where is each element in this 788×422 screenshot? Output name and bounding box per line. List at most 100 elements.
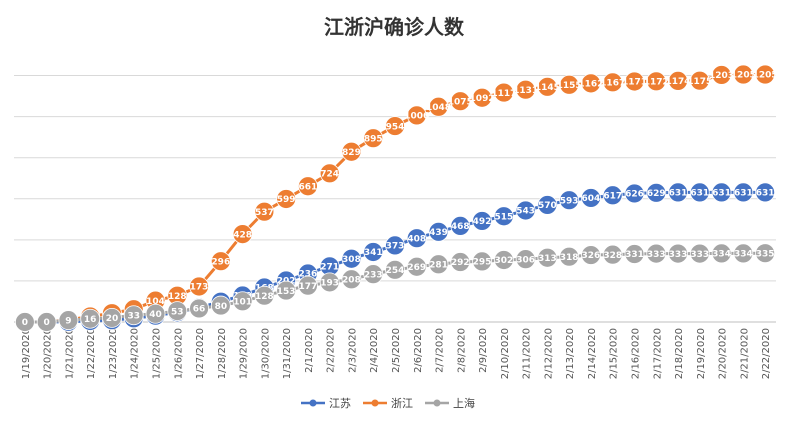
data-label: 53 — [171, 307, 184, 317]
data-label: 631 — [690, 189, 709, 199]
data-point — [145, 303, 166, 324]
data-label: 1167 — [600, 79, 625, 89]
data-label: 193 — [320, 279, 339, 289]
data-point — [646, 243, 667, 264]
data-point — [428, 96, 449, 117]
data-point — [755, 182, 776, 203]
x-tick-label: 2/2/2020 — [326, 328, 337, 373]
data-point — [319, 163, 340, 184]
data-label: 1205 — [731, 71, 756, 81]
data-point — [515, 200, 536, 221]
data-label: 66 — [193, 305, 206, 315]
data-label: 16 — [84, 315, 97, 325]
data-point — [189, 276, 209, 297]
x-tick-label: 2/15/2020 — [609, 328, 620, 379]
data-label: 1006 — [404, 112, 429, 122]
data-point — [298, 275, 318, 296]
data-point — [493, 206, 514, 227]
x-tick-label: 2/1/2020 — [304, 328, 315, 373]
data-label: 177 — [299, 282, 318, 292]
data-label: 439 — [429, 228, 448, 238]
data-label: 492 — [473, 217, 492, 227]
data-label: 20 — [106, 314, 119, 324]
data-label: 1145 — [535, 83, 560, 93]
data-point — [450, 91, 471, 112]
data-label: 1162 — [578, 80, 603, 90]
x-tick-label: 2/17/2020 — [652, 328, 663, 379]
watermark: 知乎用户 — [684, 385, 752, 405]
data-point — [14, 312, 35, 332]
data-label: 101 — [233, 297, 252, 307]
data-point — [450, 215, 471, 236]
data-label: 1174 — [665, 77, 690, 87]
data-point — [363, 128, 384, 149]
data-point — [210, 251, 231, 272]
data-label: 153 — [277, 287, 296, 297]
data-point — [581, 188, 601, 208]
data-point — [363, 264, 384, 285]
data-label: 308 — [342, 255, 361, 265]
data-label: 318 — [560, 253, 579, 263]
data-point — [755, 64, 776, 85]
data-label: 271 — [320, 263, 339, 273]
data-point — [232, 224, 253, 244]
data-point — [472, 251, 492, 272]
data-label: 373 — [386, 242, 405, 252]
data-point — [385, 235, 405, 256]
data-label: 631 — [734, 189, 753, 199]
data-label: 629 — [647, 189, 666, 199]
x-tick-label: 1/22/2020 — [86, 328, 97, 379]
data-label: 1155 — [557, 81, 582, 91]
data-point — [515, 79, 536, 100]
data-label: 281 — [429, 260, 448, 270]
data-point — [341, 141, 362, 162]
legend-label: 浙江 — [391, 397, 413, 410]
data-label: 313 — [538, 254, 557, 264]
x-tick-label: 2/19/2020 — [696, 328, 707, 379]
data-point — [80, 308, 101, 329]
data-point — [493, 82, 514, 103]
data-point — [276, 189, 297, 209]
data-point — [733, 64, 754, 85]
data-point — [624, 244, 645, 264]
x-tick-label: 1/20/2020 — [43, 328, 54, 379]
data-label: 334 — [712, 250, 731, 260]
x-tick-label: 1/26/2020 — [173, 328, 184, 379]
data-label: 335 — [756, 249, 775, 259]
x-tick-label: 2/8/2020 — [456, 328, 467, 373]
data-point — [450, 252, 471, 272]
data-label: 0 — [44, 318, 50, 328]
data-point — [319, 272, 340, 293]
x-tick-label: 1/21/2020 — [64, 328, 75, 379]
data-label: 333 — [669, 250, 688, 260]
x-tick-label: 2/22/2020 — [761, 328, 772, 379]
legend: 江苏 浙江 上海 — [301, 396, 475, 410]
data-label: 208 — [342, 275, 361, 285]
x-tick-label: 2/7/2020 — [435, 328, 446, 373]
x-tick-label: 2/21/2020 — [739, 328, 750, 379]
data-point — [406, 228, 427, 249]
data-label: 40 — [149, 310, 162, 320]
x-tick-label: 1/28/2020 — [217, 328, 228, 379]
data-point — [668, 182, 688, 203]
data-point — [428, 221, 449, 242]
legend-item-上海: 上海 — [425, 396, 475, 410]
data-label: 341 — [364, 248, 383, 258]
data-label: 428 — [233, 230, 252, 240]
data-point — [341, 248, 362, 269]
data-point — [276, 280, 297, 301]
data-label: 631 — [712, 189, 731, 199]
data-point — [602, 244, 623, 265]
x-tick-label: 2/5/2020 — [391, 328, 402, 373]
data-label: 326 — [582, 251, 601, 261]
data-point — [189, 298, 209, 319]
data-label: 331 — [625, 250, 644, 260]
data-label: 570 — [538, 201, 557, 211]
data-point — [711, 65, 732, 85]
data-point — [559, 74, 580, 95]
data-point — [385, 259, 405, 280]
data-point — [167, 301, 188, 322]
data-point — [602, 72, 623, 93]
x-tick-label: 1/27/2020 — [195, 328, 206, 379]
